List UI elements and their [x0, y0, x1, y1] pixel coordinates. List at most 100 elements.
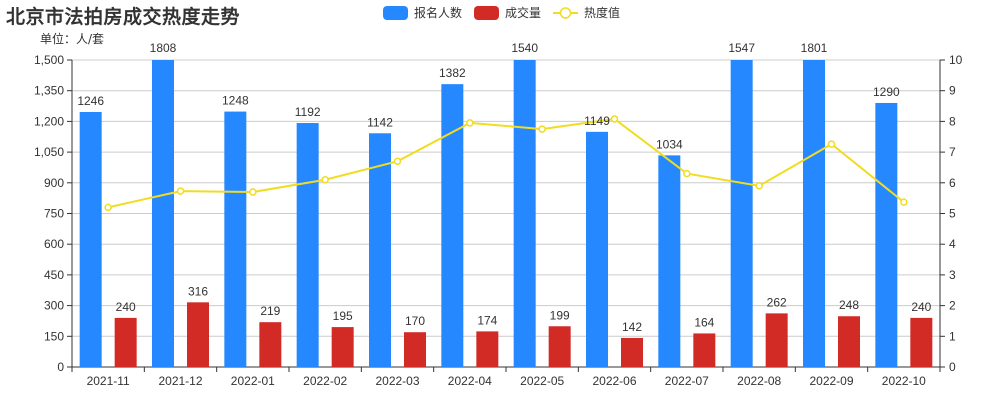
x-axis-label: 2022-02: [303, 374, 347, 388]
y-axis-label: 1,350: [34, 84, 64, 98]
y-axis-label: 300: [44, 299, 64, 313]
bar-signups[interactable]: [441, 84, 464, 367]
bar-signups[interactable]: [513, 60, 536, 367]
bars: [79, 60, 933, 368]
heat-point[interactable]: [827, 140, 836, 148]
heat-point[interactable]: [176, 187, 185, 195]
heat-point[interactable]: [900, 198, 908, 206]
bar-signups[interactable]: [369, 133, 391, 367]
y-axis-label: 0: [57, 360, 64, 374]
bar-deals[interactable]: [259, 322, 282, 367]
axes: 0 150 300 450 600 750 900 1,050 1,200 1,350 1,500 0…: [34, 53, 963, 388]
bar-signups[interactable]: [803, 60, 825, 367]
bar-label-deals: 219: [260, 304, 280, 318]
y-axis-label: 900: [44, 176, 64, 190]
grid-lines: [72, 59, 940, 337]
bar-deals[interactable]: [476, 331, 499, 367]
bar-label-deals: 174: [477, 313, 497, 327]
bar-deals[interactable]: [693, 333, 716, 367]
x-axis-label: 2022-05: [520, 374, 564, 388]
bar-signups[interactable]: [224, 111, 247, 368]
bar-label-deals: 199: [550, 308, 570, 322]
bar-deals[interactable]: [765, 313, 788, 367]
bar-label-signups: 1192: [295, 105, 321, 119]
heat-point[interactable]: [249, 188, 257, 196]
y2-axis-label: 4: [949, 237, 956, 251]
legend-item-heat[interactable]: 热度值: [553, 4, 620, 21]
y2-axis-label: 2: [949, 299, 956, 313]
bar-deals[interactable]: [838, 316, 860, 367]
bar-label-deals: 164: [694, 315, 714, 329]
bar-signups[interactable]: [658, 155, 681, 367]
bar-label-deals: 170: [405, 314, 425, 328]
bar-deals[interactable]: [404, 332, 426, 367]
x-axis-label: 2022-03: [375, 374, 419, 388]
legend-swatch-deals-icon: [474, 5, 500, 20]
bar-signups[interactable]: [586, 131, 608, 367]
bar-signups[interactable]: [79, 111, 102, 367]
x-axis-label: 2022-09: [809, 374, 853, 388]
y-axis-label: 150: [44, 329, 64, 343]
bar-label-deals: 316: [188, 284, 208, 298]
bar-signups[interactable]: [875, 102, 898, 367]
x-axis-label: 2022-10: [882, 374, 926, 388]
heat-line: [104, 115, 908, 212]
bar-label-deals: 142: [622, 320, 642, 334]
y-axis-label: 1,200: [34, 114, 64, 128]
bar-label-deals: 240: [911, 300, 931, 314]
legend-label-heat: 热度值: [584, 6, 621, 20]
bar-deals[interactable]: [114, 317, 137, 367]
heat-polyline: [107, 117, 905, 209]
heat-point[interactable]: [466, 119, 474, 127]
legend-label-deals: 成交量: [505, 6, 542, 20]
heat-point[interactable]: [755, 182, 763, 190]
x-axis-label: 2022-01: [231, 374, 275, 388]
y2-axis-label: 0: [949, 360, 956, 374]
unit-label: 单位：人/套: [40, 32, 105, 46]
bar-label-deals: 195: [333, 309, 353, 323]
legend-item-deals[interactable]: 成交量: [474, 4, 541, 21]
x-axis-label: 2022-07: [665, 374, 709, 388]
bar-signups[interactable]: [152, 60, 174, 367]
bar-label-signups: 1149: [584, 114, 610, 128]
bar-label-signups: 1142: [367, 115, 393, 129]
bar-label-signups: 1246: [77, 94, 104, 108]
y-axis-label: 600: [44, 237, 64, 251]
heat-point[interactable]: [610, 115, 619, 123]
bar-deals[interactable]: [621, 337, 643, 367]
bar-label-signups: 1248: [222, 94, 249, 108]
heat-point[interactable]: [104, 203, 112, 212]
y-axis-label: 450: [44, 268, 64, 282]
heat-point[interactable]: [538, 125, 546, 133]
y2-axis-label: 7: [949, 145, 956, 159]
y2-axis-label: 3: [949, 268, 956, 282]
x-axis-label: 2021-11: [87, 374, 130, 388]
y2-axis-label: 5: [949, 207, 956, 221]
bar-deals[interactable]: [548, 326, 571, 367]
bar-deals[interactable]: [910, 317, 933, 367]
y2-axis-label: 9: [949, 84, 956, 98]
y2-axis-label: 1: [949, 329, 956, 343]
y-axis-label: 1,050: [34, 145, 64, 159]
heat-point[interactable]: [321, 175, 329, 184]
y2-axis-label: 6: [949, 176, 956, 190]
legend-label-signups: 报名人数: [414, 6, 463, 20]
bar-signups[interactable]: [730, 60, 753, 367]
data-labels: 1246 240 1808 316 1248 219 1192 195 1142 170 1382 1…: [77, 41, 931, 334]
heat-point[interactable]: [683, 169, 691, 178]
x-axis-label: 2022-04: [448, 374, 492, 388]
y2-axis-label: 8: [949, 114, 956, 128]
x-axis-label: 2021-12: [158, 374, 202, 388]
bar-label-signups: 1382: [439, 66, 466, 80]
bar-signups[interactable]: [296, 123, 319, 368]
legend: 报名人数 成交量 热度值: [383, 4, 632, 21]
bar-deals[interactable]: [187, 302, 209, 367]
legend-item-signups[interactable]: 报名人数: [383, 4, 462, 21]
y-axis-label: 1,500: [34, 53, 64, 67]
bar-label-signups: 1290: [873, 85, 900, 99]
bar-label-signups: 1808: [150, 41, 177, 55]
bar-label-signups: 1034: [656, 137, 683, 151]
bar-deals[interactable]: [331, 327, 354, 367]
x-axis-label: 2022-06: [592, 374, 636, 388]
heat-point[interactable]: [393, 157, 402, 166]
